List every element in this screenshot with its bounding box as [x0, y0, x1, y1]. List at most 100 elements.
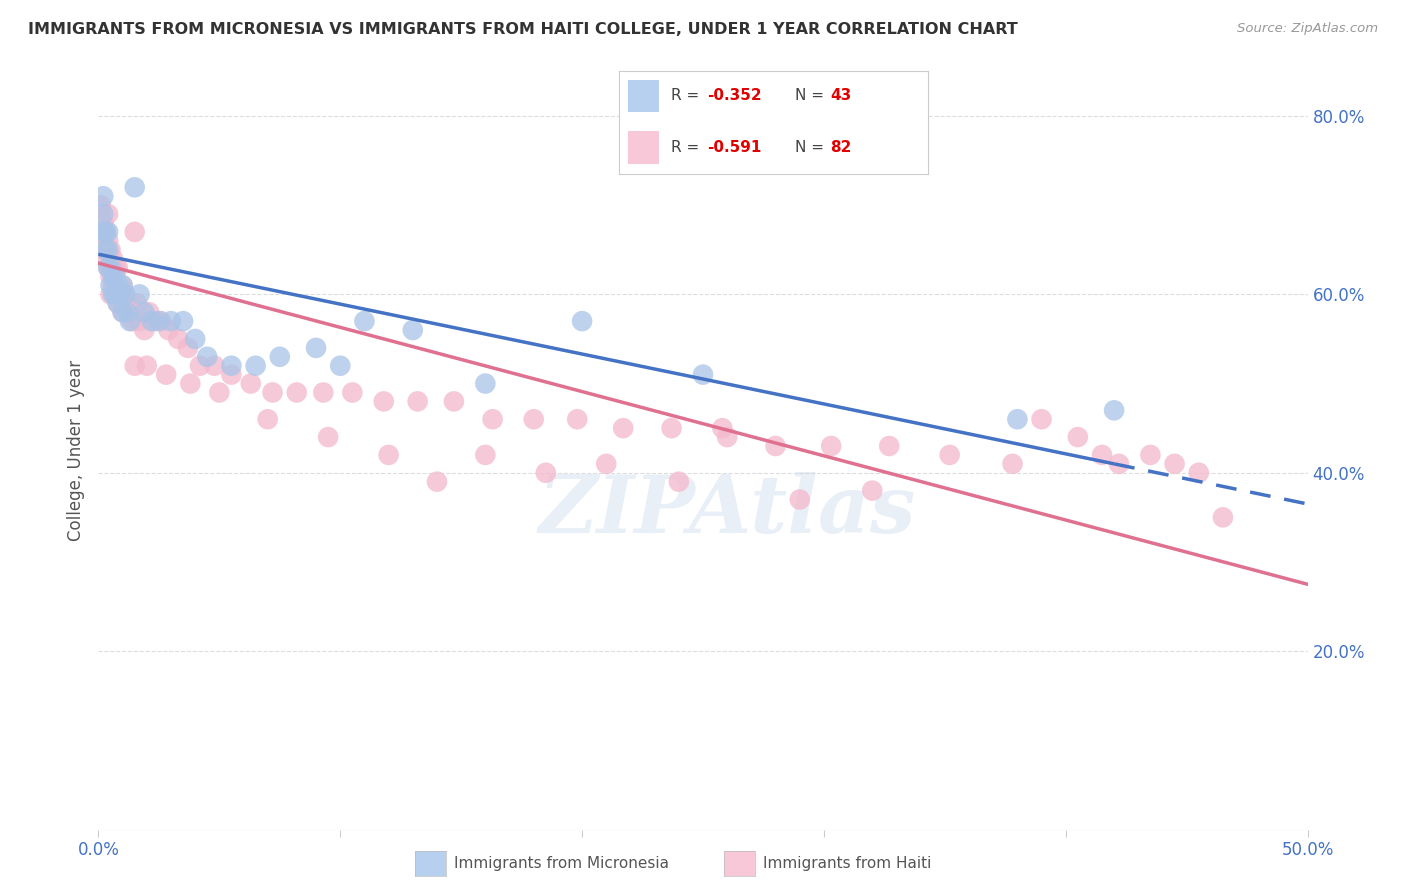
- Point: [118, 305, 141, 319]
- Point: [134, 323, 156, 337]
- Point: [221, 359, 243, 373]
- Point: [94, 225, 117, 239]
- Point: [118, 314, 141, 328]
- Point: [128, 314, 150, 328]
- Point: [1188, 466, 1211, 480]
- Point: [402, 323, 425, 337]
- Point: [101, 287, 124, 301]
- Point: [1031, 412, 1053, 426]
- Point: [160, 314, 183, 328]
- Point: [692, 368, 714, 382]
- Text: N =: N =: [794, 88, 828, 103]
- Point: [221, 368, 243, 382]
- Point: [1007, 412, 1029, 426]
- Point: [661, 421, 683, 435]
- Text: IMMIGRANTS FROM MICRONESIA VS IMMIGRANTS FROM HAITI COLLEGE, UNDER 1 YEAR CORREL: IMMIGRANTS FROM MICRONESIA VS IMMIGRANTS…: [28, 22, 1018, 37]
- Point: [877, 439, 900, 453]
- Point: [135, 359, 157, 373]
- Point: [104, 260, 127, 275]
- Point: [204, 359, 226, 373]
- Point: [305, 341, 328, 355]
- Point: [114, 287, 136, 301]
- Point: [138, 305, 160, 319]
- Point: [101, 269, 124, 284]
- Point: [104, 269, 127, 284]
- Text: ZIPAtlas: ZIPAtlas: [538, 473, 915, 549]
- Point: [157, 323, 180, 337]
- Point: [443, 394, 465, 409]
- Point: [316, 430, 339, 444]
- Point: [111, 278, 134, 293]
- Point: [716, 430, 738, 444]
- Point: [377, 448, 399, 462]
- Point: [127, 296, 149, 310]
- Point: [91, 189, 114, 203]
- Point: [104, 287, 127, 301]
- Point: [111, 305, 134, 319]
- Point: [111, 278, 134, 293]
- Point: [1091, 448, 1114, 462]
- Point: [1212, 510, 1234, 524]
- Point: [94, 225, 117, 239]
- Point: [172, 314, 194, 328]
- Point: [789, 492, 811, 507]
- Point: [91, 243, 114, 257]
- Text: R =: R =: [671, 140, 704, 155]
- Point: [426, 475, 449, 489]
- Point: [128, 287, 150, 301]
- Point: [91, 216, 114, 230]
- Point: [208, 385, 231, 400]
- Point: [111, 305, 134, 319]
- Point: [406, 394, 429, 409]
- Point: [97, 260, 120, 275]
- Text: Immigrants from Micronesia: Immigrants from Micronesia: [454, 856, 669, 871]
- Point: [97, 243, 120, 257]
- Point: [124, 225, 146, 239]
- Point: [1001, 457, 1024, 471]
- Point: [342, 385, 364, 400]
- Point: [90, 225, 112, 239]
- Point: [117, 296, 139, 310]
- Point: [1163, 457, 1185, 471]
- Point: [134, 305, 156, 319]
- Point: [262, 385, 284, 400]
- Point: [571, 314, 593, 328]
- Point: [97, 225, 120, 239]
- Point: [188, 359, 211, 373]
- Point: [184, 332, 207, 346]
- Point: [256, 412, 278, 426]
- Point: [100, 278, 122, 293]
- Point: [107, 287, 129, 301]
- Point: [97, 207, 120, 221]
- Text: R =: R =: [671, 88, 704, 103]
- Point: [143, 314, 166, 328]
- Point: [245, 359, 267, 373]
- Point: [1067, 430, 1090, 444]
- Point: [148, 314, 170, 328]
- Point: [100, 287, 122, 301]
- Point: [104, 287, 127, 301]
- Point: [239, 376, 262, 391]
- Point: [481, 412, 503, 426]
- Point: [612, 421, 634, 435]
- Point: [765, 439, 787, 453]
- Point: [108, 287, 131, 301]
- Point: [107, 296, 129, 310]
- Point: [177, 341, 200, 355]
- Point: [195, 350, 218, 364]
- Point: [101, 252, 124, 266]
- Point: [329, 359, 352, 373]
- Point: [285, 385, 308, 400]
- Point: [312, 385, 335, 400]
- Text: Source: ZipAtlas.com: Source: ZipAtlas.com: [1237, 22, 1378, 36]
- Point: [114, 287, 136, 301]
- Point: [860, 483, 883, 498]
- Point: [97, 234, 120, 248]
- Point: [91, 225, 114, 239]
- Point: [97, 260, 120, 275]
- Point: [124, 359, 146, 373]
- Point: [523, 412, 546, 426]
- Text: 82: 82: [831, 140, 852, 155]
- Point: [117, 305, 139, 319]
- Point: [711, 421, 734, 435]
